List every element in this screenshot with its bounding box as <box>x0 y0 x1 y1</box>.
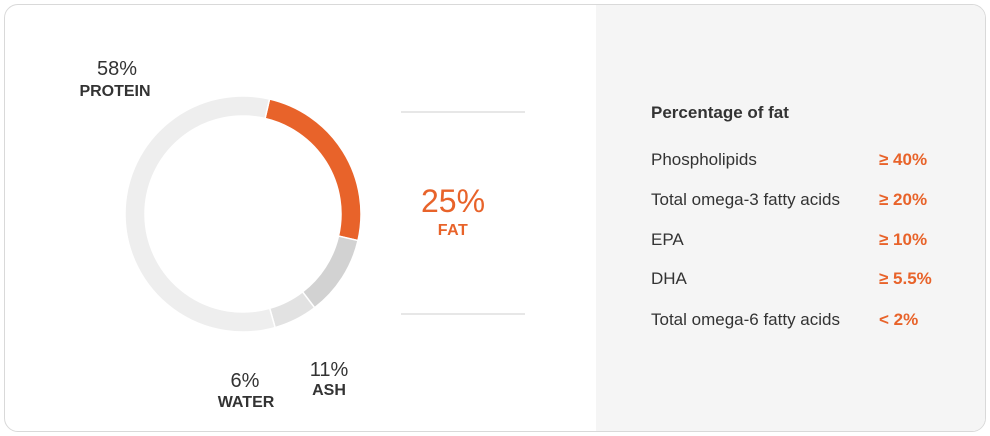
fat-table-row: Total omega-3 fatty acids ≥ 20% <box>651 190 971 214</box>
fat-row-value: ≥ 20% <box>879 190 928 209</box>
fat-table-title: Percentage of fat <box>651 103 789 122</box>
water-name-label: WATER <box>218 394 275 411</box>
fat-breakdown-panel <box>596 5 985 431</box>
fat-row-name: Phospholipids <box>651 150 757 169</box>
fat-row-name: Total omega-3 fatty acids <box>651 190 840 209</box>
fat-table-row: EPA ≥ 10% <box>651 230 971 254</box>
protein-percent-label: 58% <box>97 58 137 80</box>
composition-card: 58% PROTEIN 25% FAT 11% ASH 6% WATER Per… <box>4 4 986 432</box>
fat-row-value: < 2% <box>879 310 919 329</box>
fat-percent-label: 25% <box>421 183 485 219</box>
composition-donut-chart: 58% PROTEIN 25% FAT 11% ASH 6% WATER <box>79 58 525 411</box>
fat-row-value: ≥ 40% <box>879 150 928 169</box>
fat-row-value: ≥ 10% <box>879 230 928 249</box>
fat-row-name: EPA <box>651 230 684 249</box>
protein-name-label: PROTEIN <box>79 83 150 100</box>
fat-slice <box>264 98 362 242</box>
ash-slice <box>301 235 359 309</box>
fat-row-value: ≥ 5.5% <box>879 269 932 288</box>
water-percent-label: 6% <box>231 370 260 392</box>
fat-table-row: Phospholipids ≥ 40% <box>651 150 971 174</box>
fat-row-name: Total omega-6 fatty acids <box>651 310 840 329</box>
ash-percent-label: 11% <box>310 359 349 381</box>
protein-slice <box>124 95 277 333</box>
ash-name-label: ASH <box>312 382 346 399</box>
fat-row-name: DHA <box>651 269 687 288</box>
fat-table-row: DHA ≥ 5.5% <box>651 269 971 293</box>
fat-name-label: FAT <box>438 222 469 239</box>
fat-table-row: Total omega-6 fatty acids < 2% <box>651 310 971 334</box>
donut-slices <box>124 95 362 333</box>
